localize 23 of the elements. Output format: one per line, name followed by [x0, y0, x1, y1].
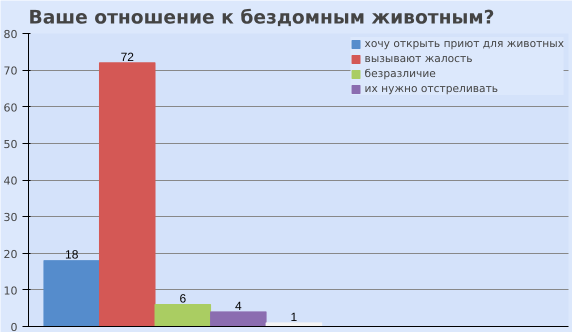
- y-tick-label: 10: [4, 284, 18, 298]
- data-label: 6: [179, 292, 186, 306]
- data-label: 18: [65, 248, 79, 262]
- y-tick-label: 60: [4, 101, 18, 114]
- legend-label: безразличие: [364, 67, 436, 80]
- legend-label: их нужно отстреливать: [364, 82, 498, 95]
- bar: [154, 304, 212, 326]
- legend-label: хочу открыть приют для животных: [364, 37, 564, 50]
- data-label: 1: [290, 310, 298, 324]
- data-label: 4: [234, 298, 242, 313]
- legend-label: вызывают жалость: [364, 52, 473, 65]
- y-tick-label: 50: [4, 138, 18, 151]
- bar: [210, 311, 267, 326]
- y-tick-label: 0: [10, 321, 18, 334]
- data-label: 72: [120, 50, 134, 64]
- y-tick-label: 30: [4, 211, 18, 224]
- y-tick-label: 40: [4, 174, 18, 188]
- y-tick-label: 20: [4, 248, 18, 261]
- chart-title: Ваше отношение к бездомным животным?: [28, 8, 494, 28]
- y-tick-label: 70: [4, 64, 18, 78]
- bar: [98, 62, 156, 326]
- bar: [43, 260, 100, 326]
- y-tick-label: 80: [4, 28, 18, 41]
